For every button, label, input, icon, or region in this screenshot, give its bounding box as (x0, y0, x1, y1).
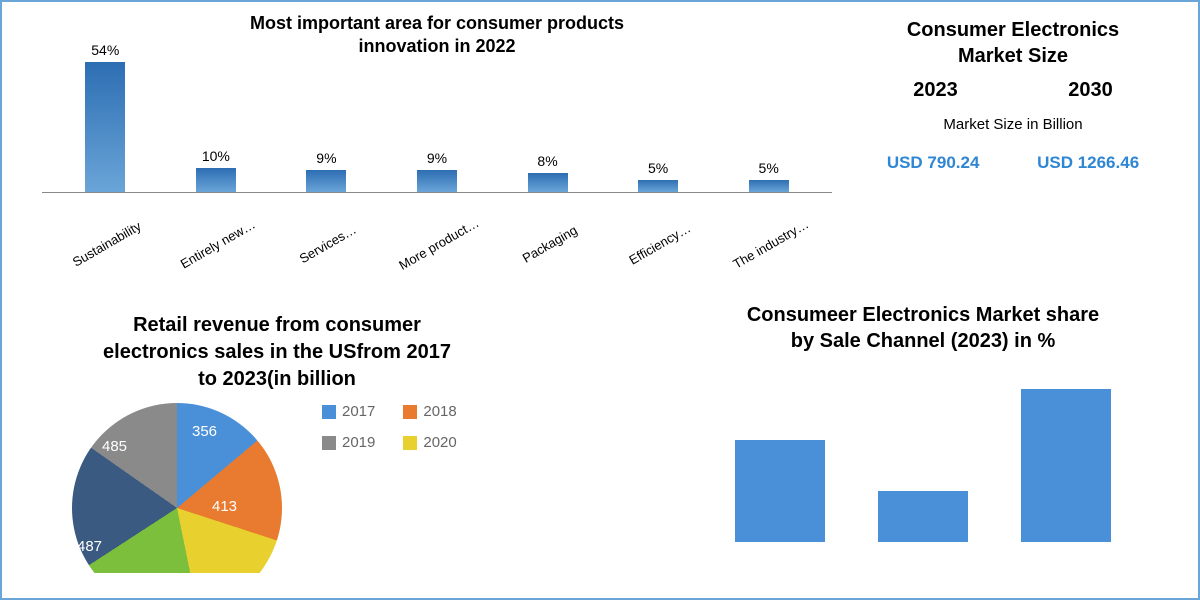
market-size-title-line-2: Market Size (958, 45, 1068, 67)
pie-legend-item: 2018 (403, 403, 456, 420)
legend-label: 2020 (423, 434, 456, 451)
bar-item: 9% (392, 150, 482, 192)
pie-slice-label: 413 (212, 498, 237, 515)
bar-item: 10% (171, 148, 261, 192)
legend-swatch-icon (403, 436, 417, 450)
share-chart-title: Consumeer Electronics Market share by Sa… (678, 302, 1168, 354)
pie-legend-item: 2017 (322, 403, 375, 420)
bar-rect (196, 168, 236, 192)
market-size-year-right: 2030 (1068, 79, 1113, 102)
market-size-title: Consumer Electronics Market Size (858, 17, 1168, 69)
bar-item: 9% (281, 150, 371, 192)
legend-label: 2018 (423, 403, 456, 420)
share-bar-rect (735, 440, 825, 542)
bar-category-label: Sustainability (64, 215, 149, 273)
share-bar-rect (1021, 389, 1111, 542)
innovation-chart-plot: 54%10%9%9%8%5%5% (42, 63, 832, 193)
bar-item: 5% (724, 160, 814, 192)
market-size-value-right: USD 1266.46 (1037, 153, 1139, 173)
bar-rect (85, 62, 125, 192)
pie-title-line-1: Retail revenue from consumer (133, 314, 421, 336)
pie-title-line-3: to 2023(in billion (198, 368, 356, 390)
bar-rect (417, 170, 457, 192)
share-title-line-2: by Sale Channel (2023) in % (791, 330, 1056, 352)
pie-row: 356 413 487 485 2017 2018 2019 2020 (62, 403, 652, 573)
bar-category-label: More product… (396, 215, 481, 273)
pie-legend: 2017 2018 2019 2020 (322, 403, 457, 465)
bar-category-label: Packaging (507, 215, 592, 273)
bar-item: 8% (503, 153, 593, 192)
title-line-2: innovation in 2022 (358, 36, 515, 56)
bar-category-label: Services… (285, 215, 370, 273)
legend-label: 2019 (342, 434, 375, 451)
bar-rect (528, 173, 568, 192)
bar-value-label: 9% (427, 150, 447, 166)
pie-wrap: 356 413 487 485 (62, 403, 292, 573)
innovation-chart-title: Most important area for consumer product… (42, 12, 832, 57)
innovation-bar-chart: Most important area for consumer product… (42, 12, 832, 262)
pie-legend-row: 2017 2018 (322, 403, 457, 420)
market-size-year-left: 2023 (913, 79, 958, 102)
pie-legend-item: 2019 (322, 434, 375, 451)
market-size-values: USD 790.24 USD 1266.46 (858, 153, 1168, 173)
bar-value-label: 5% (759, 160, 779, 176)
pie-slice-label: 487 (77, 538, 102, 555)
bar-category-label: Entirely new… (175, 215, 260, 273)
pie-title-line-2: electronics sales in the USfrom 2017 (103, 341, 451, 363)
market-size-panel: Consumer Electronics Market Size 2023 20… (858, 17, 1168, 173)
bar-value-label: 10% (202, 148, 230, 164)
bar-value-label: 54% (91, 42, 119, 58)
market-size-title-line-1: Consumer Electronics (907, 19, 1119, 41)
pie-legend-item: 2020 (403, 434, 456, 451)
market-size-subtitle: Market Size in Billion (858, 116, 1168, 133)
pie-disc (72, 403, 282, 573)
bar-value-label: 8% (537, 153, 557, 169)
share-bar-rect (878, 491, 968, 542)
pie-slice-label: 485 (102, 438, 127, 455)
bar-category-label: Efficiency… (617, 215, 702, 273)
bar-category-label: The industry… (728, 215, 813, 273)
bar-value-label: 9% (316, 150, 336, 166)
bar-item: 5% (613, 160, 703, 192)
bar-item: 54% (60, 42, 150, 192)
legend-label: 2017 (342, 403, 375, 420)
legend-swatch-icon (322, 436, 336, 450)
pie-legend-row: 2019 2020 (322, 434, 457, 451)
innovation-chart-xlabels: SustainabilityEntirely new…Services…More… (42, 197, 832, 212)
share-chart-plot (678, 372, 1168, 542)
bar-rect (749, 180, 789, 192)
bar-rect (638, 180, 678, 192)
market-size-years: 2023 2030 (858, 79, 1168, 102)
share-bar-chart: Consumeer Electronics Market share by Sa… (678, 302, 1168, 542)
retail-revenue-pie-block: Retail revenue from consumer electronics… (62, 312, 652, 573)
legend-swatch-icon (322, 405, 336, 419)
market-size-value-left: USD 790.24 (887, 153, 980, 173)
title-line-1: Most important area for consumer product… (250, 13, 624, 33)
legend-swatch-icon (403, 405, 417, 419)
pie-title: Retail revenue from consumer electronics… (62, 312, 492, 393)
bar-value-label: 5% (648, 160, 668, 176)
share-title-line-1: Consumeer Electronics Market share (747, 304, 1099, 326)
bar-rect (306, 170, 346, 192)
pie-slice-label: 356 (192, 423, 217, 440)
